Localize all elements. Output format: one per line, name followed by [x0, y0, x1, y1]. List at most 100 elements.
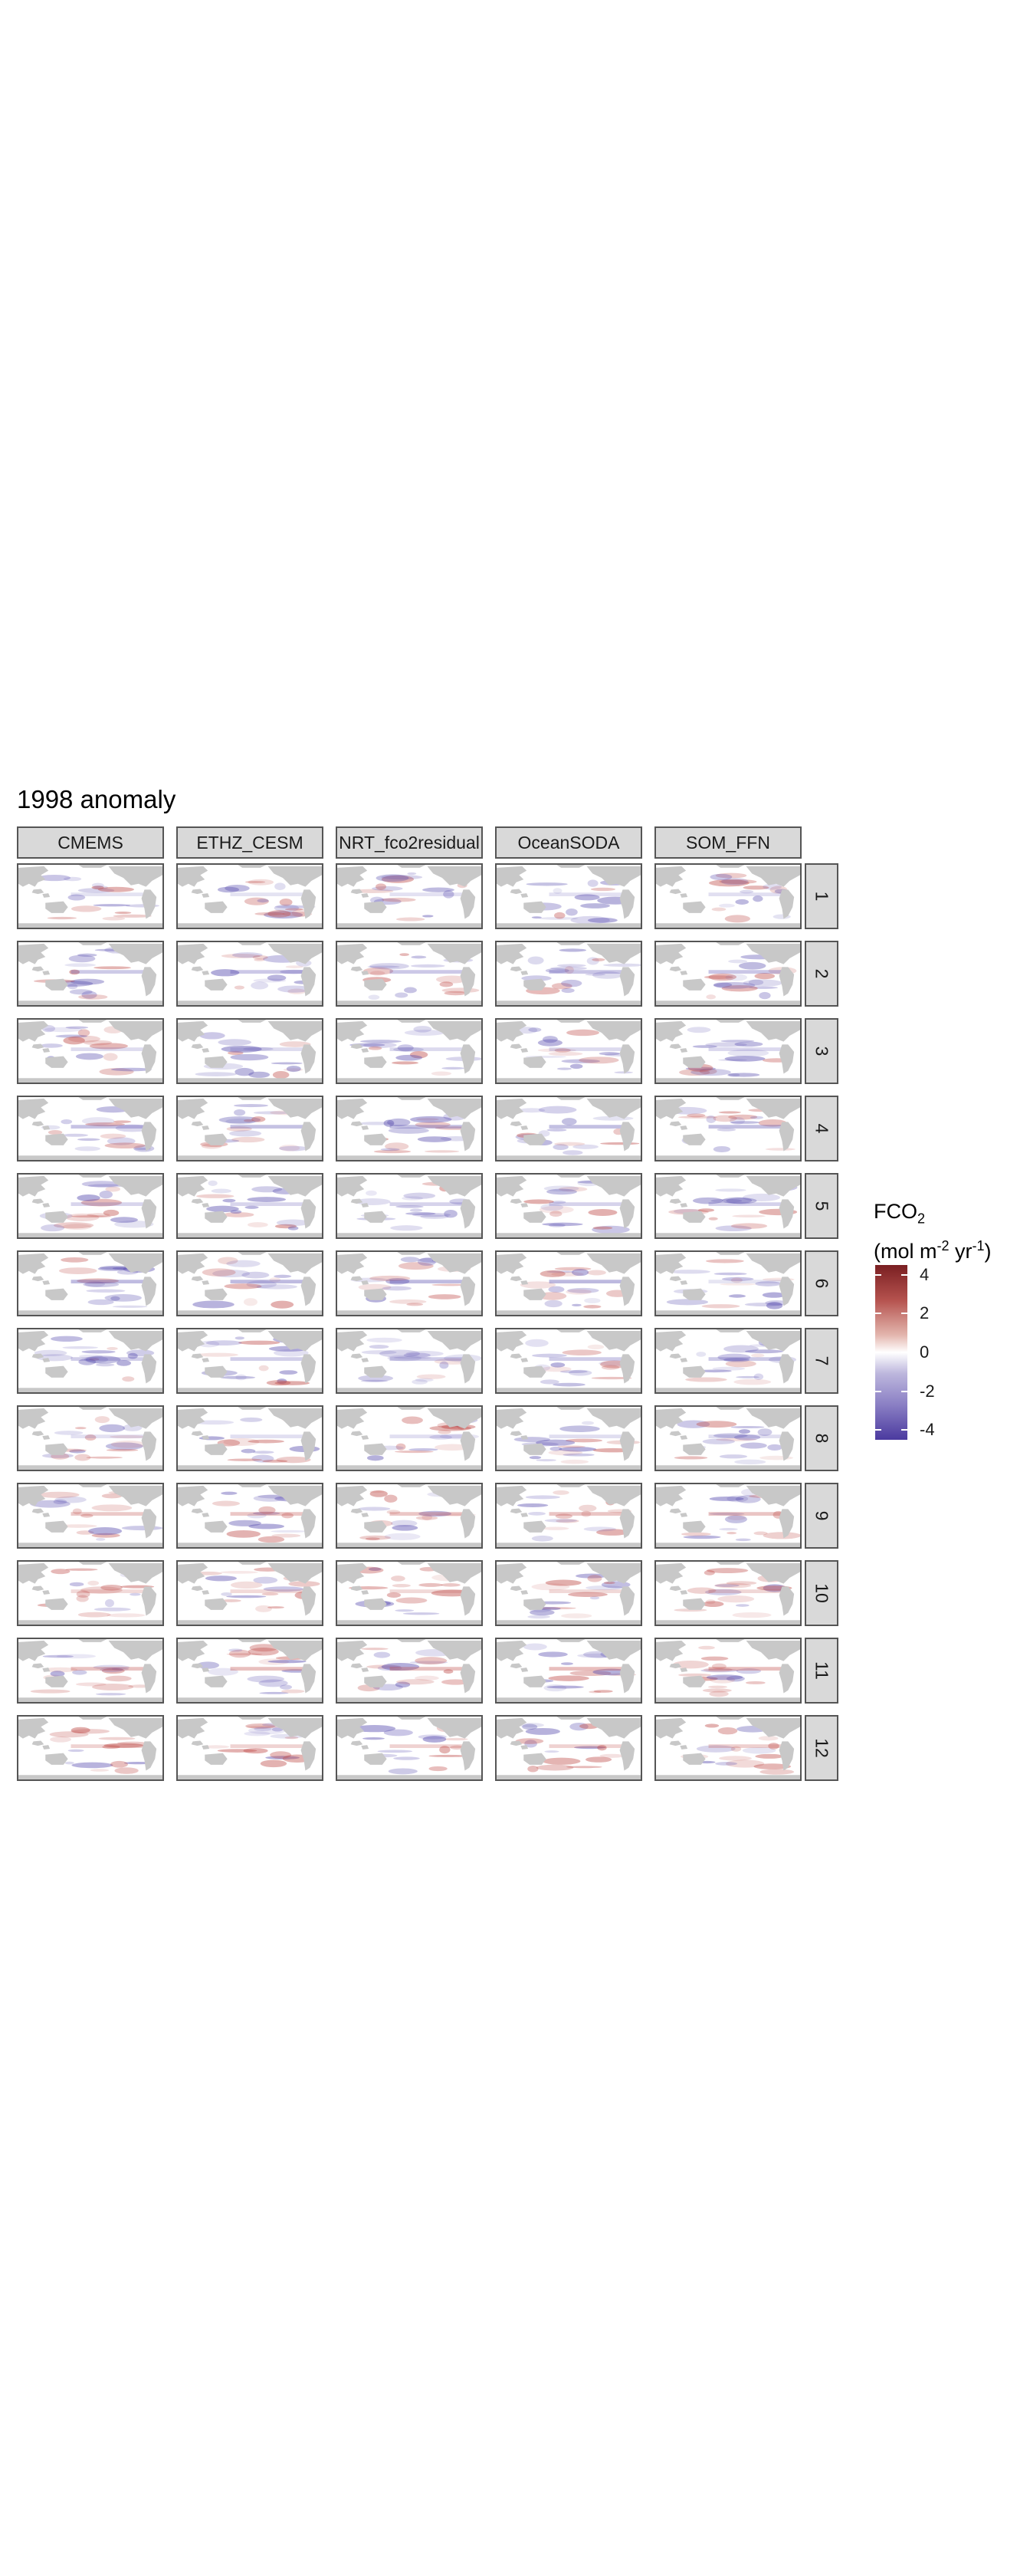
positive-anomaly-patch: [581, 1510, 592, 1517]
negative-anomaly-patch: [403, 1192, 436, 1199]
land-mass: [300, 1044, 317, 1074]
positive-anomaly-patch: [77, 1029, 90, 1037]
land-mass: [427, 1330, 481, 1352]
land-mass: [178, 1078, 322, 1083]
land-mass: [141, 1586, 157, 1616]
land-mass: [523, 1675, 546, 1687]
negative-anomaly-patch: [247, 1513, 267, 1519]
land-mass: [45, 1753, 68, 1765]
land-mass: [267, 1485, 322, 1506]
land-mass: [300, 1741, 317, 1771]
land-mass: [680, 1125, 688, 1130]
negative-anomaly-patch: [551, 1201, 566, 1204]
positive-anomaly-patch: [48, 1130, 63, 1135]
negative-anomaly-patch: [403, 1352, 431, 1358]
positive-anomaly-patch: [564, 966, 574, 974]
negative-anomaly-patch: [226, 1595, 267, 1598]
land-mass: [202, 1203, 210, 1208]
land-mass: [427, 1408, 481, 1429]
land-mass: [656, 1175, 687, 1197]
negative-anomaly-patch: [439, 1361, 449, 1369]
equatorial-anomaly-band: [230, 1589, 306, 1593]
negative-anomaly-patch: [765, 1300, 788, 1306]
land-mass: [427, 1640, 481, 1661]
land-mass: [18, 1543, 162, 1547]
land-mass: [523, 901, 546, 913]
positive-anomaly-patch: [281, 1513, 294, 1519]
negative-anomaly-patch: [753, 895, 763, 902]
negative-anomaly-patch: [735, 1495, 761, 1503]
positive-anomaly-patch: [284, 908, 303, 911]
negative-anomaly-patch: [286, 1066, 301, 1073]
land-mass: [337, 1717, 368, 1739]
positive-anomaly-patch: [431, 1071, 452, 1076]
map-svg: [497, 1097, 641, 1160]
negative-anomaly-patch: [279, 1684, 293, 1690]
negative-anomaly-patch: [93, 886, 109, 890]
land-mass: [510, 1353, 523, 1359]
positive-anomaly-patch: [441, 987, 480, 994]
land-mass: [350, 1663, 363, 1669]
positive-anomaly-patch: [78, 994, 108, 1000]
equatorial-anomaly-band: [549, 1434, 625, 1438]
positive-anomaly-patch: [728, 1114, 758, 1120]
land-mass: [337, 943, 368, 964]
negative-anomaly-patch: [560, 1662, 573, 1665]
negative-anomaly-patch: [42, 1654, 74, 1658]
negative-anomaly-patch: [104, 1598, 114, 1608]
negative-anomaly-patch: [93, 1607, 131, 1612]
land-mass: [497, 1717, 527, 1739]
land-mass: [779, 1044, 795, 1074]
positive-anomaly-patch: [93, 966, 131, 970]
land-mass: [397, 1407, 426, 1410]
map-panel-CMEMS-12: [17, 1715, 164, 1781]
positive-anomaly-patch: [586, 1270, 606, 1276]
negative-anomaly-patch: [243, 1046, 274, 1051]
positive-anomaly-patch: [592, 958, 605, 961]
negative-anomaly-patch: [96, 1693, 126, 1696]
land-mass: [586, 1562, 641, 1584]
land-mass: [656, 1388, 800, 1392]
positive-anomaly-patch: [444, 991, 467, 996]
land-mass: [656, 1543, 800, 1547]
land-mass: [556, 865, 586, 868]
map-svg: [178, 1020, 322, 1083]
land-mass: [337, 1155, 481, 1160]
positive-anomaly-patch: [389, 1299, 427, 1304]
positive-anomaly-patch: [600, 1142, 640, 1145]
land-mass: [497, 1697, 641, 1702]
positive-anomaly-patch: [438, 1429, 451, 1434]
land-mass: [78, 1329, 107, 1332]
land-mass: [238, 1639, 267, 1642]
row-strip-7: 7: [805, 1328, 838, 1394]
negative-anomaly-patch: [537, 1039, 563, 1046]
land-mass: [18, 1620, 162, 1625]
land-mass: [178, 1775, 322, 1779]
equatorial-anomaly-band: [230, 1434, 306, 1438]
land-mass: [669, 889, 682, 895]
negative-anomaly-patch: [67, 1749, 84, 1753]
negative-anomaly-patch: [538, 1651, 568, 1658]
positive-anomaly-patch: [439, 981, 454, 987]
negative-anomaly-patch: [718, 1059, 748, 1062]
land-mass: [680, 893, 688, 898]
land-mass: [669, 1508, 682, 1514]
land-mass: [523, 1753, 546, 1765]
land-mass: [746, 866, 800, 887]
map-panel-CMEMS-7: [17, 1328, 164, 1394]
map-svg: [497, 865, 641, 928]
negative-anomaly-patch: [367, 965, 400, 968]
negative-anomaly-patch: [549, 1446, 563, 1451]
positive-anomaly-patch: [699, 1068, 717, 1075]
map-svg: [18, 1175, 162, 1237]
negative-anomaly-patch: [407, 872, 417, 876]
positive-anomaly-patch: [540, 1366, 572, 1372]
negative-anomaly-patch: [208, 1180, 218, 1186]
negative-anomaly-patch: [127, 1352, 138, 1359]
negative-anomaly-patch: [690, 1068, 731, 1076]
positive-anomaly-patch: [255, 1605, 272, 1612]
equatorial-anomaly-band: [549, 1125, 625, 1129]
colorbar-tick-label: -4: [920, 1420, 935, 1440]
land-mass: [669, 1198, 682, 1204]
land-mass: [683, 1365, 706, 1378]
